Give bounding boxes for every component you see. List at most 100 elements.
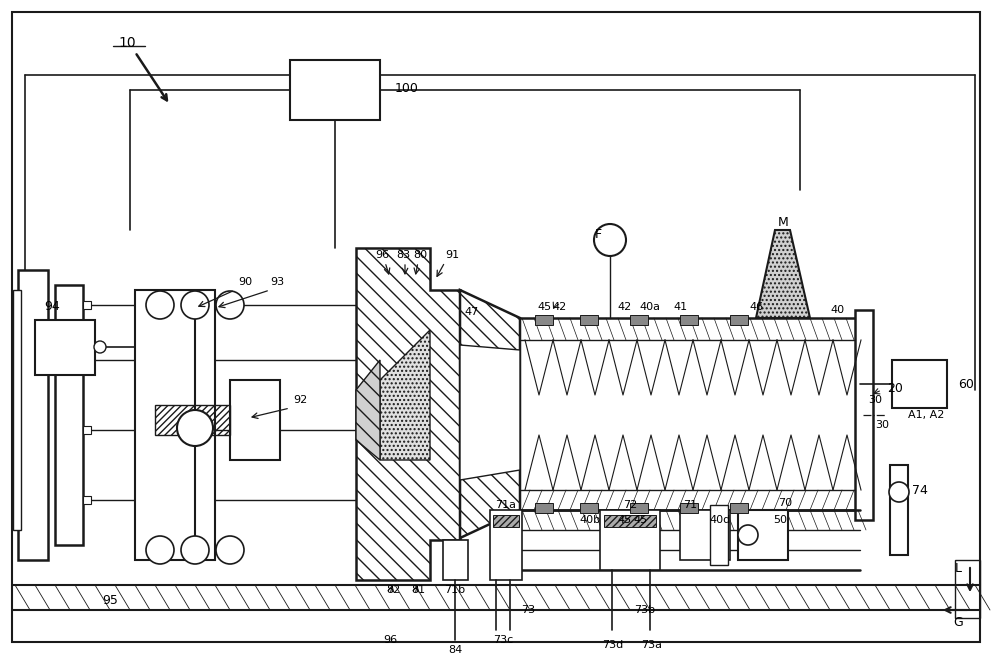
Text: 90: 90: [238, 277, 252, 287]
Text: 73d: 73d: [602, 640, 624, 650]
Bar: [490, 510, 522, 580]
Text: 30: 30: [868, 395, 882, 405]
Circle shape: [177, 410, 213, 446]
Circle shape: [146, 291, 174, 319]
Text: 40: 40: [830, 305, 844, 315]
Bar: [892, 360, 947, 408]
Bar: [55, 285, 83, 545]
Bar: [290, 60, 380, 120]
Bar: [855, 310, 873, 520]
Text: 100: 100: [395, 81, 419, 95]
Circle shape: [181, 291, 209, 319]
Bar: [535, 315, 553, 325]
Text: 80: 80: [413, 250, 427, 260]
Bar: [405, 356, 420, 364]
Bar: [738, 510, 788, 560]
Text: 83: 83: [396, 250, 410, 260]
Bar: [955, 560, 980, 618]
Text: 93: 93: [270, 277, 284, 287]
Bar: [630, 315, 648, 325]
Bar: [155, 405, 230, 435]
Polygon shape: [380, 330, 430, 460]
Polygon shape: [460, 290, 520, 538]
Circle shape: [738, 525, 758, 545]
Text: 84: 84: [448, 645, 462, 655]
Bar: [580, 503, 598, 513]
Bar: [405, 426, 420, 434]
Circle shape: [889, 482, 909, 502]
Bar: [405, 301, 420, 309]
Polygon shape: [356, 360, 380, 460]
Text: 71: 71: [683, 500, 697, 510]
Text: F: F: [594, 229, 602, 241]
Bar: [890, 465, 908, 555]
Text: 45: 45: [538, 302, 552, 312]
Text: 73c: 73c: [493, 635, 513, 645]
Bar: [680, 315, 698, 325]
Text: M: M: [778, 215, 788, 229]
Bar: [135, 290, 215, 560]
Text: 73: 73: [521, 605, 535, 615]
Text: 94: 94: [44, 301, 60, 313]
Circle shape: [594, 224, 626, 256]
Polygon shape: [356, 248, 460, 580]
Bar: [83, 496, 91, 504]
Circle shape: [216, 536, 244, 564]
Text: 96: 96: [375, 250, 389, 260]
Bar: [630, 503, 648, 513]
Circle shape: [181, 536, 209, 564]
Text: 95: 95: [102, 594, 118, 607]
Bar: [680, 503, 698, 513]
Text: 20: 20: [887, 381, 903, 395]
Text: 45: 45: [633, 515, 647, 525]
Text: 73a: 73a: [642, 640, 662, 650]
Bar: [18, 270, 48, 560]
Bar: [443, 540, 468, 580]
Text: 40b: 40b: [579, 515, 601, 525]
Text: 81: 81: [411, 585, 425, 595]
Text: 74: 74: [912, 483, 928, 496]
Text: 40d: 40d: [709, 515, 731, 525]
Text: 96: 96: [383, 635, 397, 645]
Bar: [600, 510, 660, 570]
Bar: [13, 290, 21, 530]
Text: 73b: 73b: [634, 605, 656, 615]
Text: 91: 91: [445, 250, 459, 260]
Text: 71a: 71a: [496, 500, 516, 510]
Bar: [535, 503, 553, 513]
Circle shape: [94, 341, 106, 353]
Text: G: G: [953, 615, 963, 629]
Text: 30: 30: [875, 420, 889, 430]
Bar: [493, 515, 519, 527]
Text: 92: 92: [293, 395, 307, 405]
Text: 60: 60: [958, 377, 974, 391]
Circle shape: [146, 536, 174, 564]
Text: 71b: 71b: [444, 585, 466, 595]
Text: 72: 72: [623, 500, 637, 510]
Bar: [580, 315, 598, 325]
Text: 82: 82: [386, 585, 400, 595]
Text: 42: 42: [618, 302, 632, 312]
Bar: [604, 515, 656, 527]
Text: L: L: [954, 561, 962, 574]
Text: 41: 41: [673, 302, 687, 312]
Text: A1, A2: A1, A2: [908, 410, 944, 420]
Polygon shape: [756, 230, 810, 318]
Text: 70: 70: [778, 498, 792, 508]
Text: 10: 10: [118, 36, 136, 50]
Text: 47: 47: [465, 307, 479, 317]
Bar: [83, 426, 91, 434]
Bar: [83, 356, 91, 364]
Bar: [230, 380, 280, 460]
Bar: [680, 510, 730, 560]
Text: 42: 42: [553, 302, 567, 312]
Bar: [83, 301, 91, 309]
Bar: [710, 505, 728, 565]
Text: 46: 46: [750, 302, 764, 312]
Bar: [730, 503, 748, 513]
Bar: [405, 496, 420, 504]
Bar: [730, 315, 748, 325]
Text: 40a: 40a: [640, 302, 660, 312]
Text: 50: 50: [773, 515, 787, 525]
Bar: [35, 320, 95, 375]
